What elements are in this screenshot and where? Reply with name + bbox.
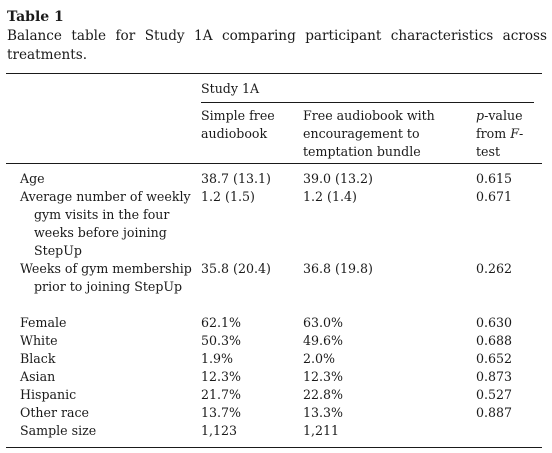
- cell-simple-free-audiobook-text: 21.7%: [201, 387, 241, 402]
- cell-simple-free-audiobook-text: 38.7 (13.1): [201, 171, 271, 186]
- row-label: Black: [20, 350, 195, 368]
- cell-p-value-text: 0.873: [476, 369, 512, 384]
- cell-encouragement-text: 49.6%: [303, 333, 343, 348]
- cell-p-value: 0.873: [476, 368, 536, 386]
- cell-p-value-text: 0.671: [476, 189, 512, 204]
- row-label: Age: [20, 170, 195, 188]
- cell-simple-free-audiobook-text: 13.7%: [201, 405, 241, 420]
- column-header-p-value: p-value from F-test: [476, 107, 534, 161]
- cell-p-value: 0.887: [476, 404, 536, 422]
- cell-p-value-text: 0.527: [476, 387, 512, 402]
- row-label: Female: [20, 314, 195, 332]
- cell-p-value: 0.671: [476, 188, 536, 206]
- cell-p-value: 0.527: [476, 386, 536, 404]
- cell-p-value-text: 0.652: [476, 351, 512, 366]
- cell-simple-free-audiobook: 35.8 (20.4): [201, 260, 301, 278]
- row-label: Sample size: [20, 422, 195, 440]
- cell-p-value: 0.652: [476, 350, 536, 368]
- row-label-text: Hispanic: [20, 386, 195, 404]
- row-label-text: Weeks of gym membership prior to joining…: [20, 260, 195, 296]
- cell-encouragement-text: 36.8 (19.8): [303, 261, 373, 276]
- cell-encouragement-text: 13.3%: [303, 405, 343, 420]
- study-header-label: Study 1A: [201, 81, 259, 96]
- cell-encouragement-text: 1,211: [303, 423, 339, 438]
- row-label-text: Black: [20, 350, 195, 368]
- cell-encouragement: 22.8%: [303, 386, 473, 404]
- cell-simple-free-audiobook: 1.2 (1.5): [201, 188, 301, 206]
- cell-simple-free-audiobook-text: 1.9%: [201, 351, 233, 366]
- cell-encouragement: 13.3%: [303, 404, 473, 422]
- cell-encouragement-text: 2.0%: [303, 351, 335, 366]
- cell-encouragement: 63.0%: [303, 314, 473, 332]
- cell-encouragement-text: 63.0%: [303, 315, 343, 330]
- cell-p-value: 0.630: [476, 314, 536, 332]
- cell-encouragement: 1.2 (1.4): [303, 188, 473, 206]
- row-label-text: Average number of weekly gym visits in t…: [20, 188, 195, 260]
- cell-p-value: 0.615: [476, 170, 536, 188]
- row-label: Hispanic: [20, 386, 195, 404]
- row-label: Average number of weekly gym visits in t…: [20, 188, 195, 260]
- cell-encouragement: 39.0 (13.2): [303, 170, 473, 188]
- p-italic: p: [476, 108, 484, 123]
- row-label-text: Other race: [20, 404, 195, 422]
- cell-encouragement-text: 39.0 (13.2): [303, 171, 373, 186]
- cell-encouragement-text: 12.3%: [303, 369, 343, 384]
- row-label-text: Female: [20, 314, 195, 332]
- row-label: Weeks of gym membership prior to joining…: [20, 260, 195, 296]
- f-italic: F: [510, 126, 519, 141]
- row-label-text: Sample size: [20, 422, 195, 440]
- cell-encouragement: 12.3%: [303, 368, 473, 386]
- cell-simple-free-audiobook-text: 1.2 (1.5): [201, 189, 255, 204]
- table-label: Table 1: [7, 8, 546, 26]
- cell-encouragement: 36.8 (19.8): [303, 260, 473, 278]
- cell-simple-free-audiobook: 1.9%: [201, 350, 301, 368]
- cell-simple-free-audiobook: 62.1%: [201, 314, 301, 332]
- column-header-simple-free-audiobook: Simple free audiobook: [201, 107, 301, 143]
- cell-simple-free-audiobook: 38.7 (13.1): [201, 170, 301, 188]
- cell-encouragement: 49.6%: [303, 332, 473, 350]
- cell-simple-free-audiobook-text: 35.8 (20.4): [201, 261, 271, 276]
- cell-simple-free-audiobook-text: 50.3%: [201, 333, 241, 348]
- row-label: Asian: [20, 368, 195, 386]
- row-label-text: Asian: [20, 368, 195, 386]
- cell-simple-free-audiobook: 21.7%: [201, 386, 301, 404]
- row-label: White: [20, 332, 195, 350]
- cell-p-value-text: 0.630: [476, 315, 512, 330]
- cell-simple-free-audiobook: 1,123: [201, 422, 301, 440]
- cell-encouragement-text: 22.8%: [303, 387, 343, 402]
- cell-p-value-text: 0.615: [476, 171, 512, 186]
- cell-encouragement: 2.0%: [303, 350, 473, 368]
- cell-simple-free-audiobook: 13.7%: [201, 404, 301, 422]
- row-label: Other race: [20, 404, 195, 422]
- table-caption: Balance table for Study 1A comparing par…: [7, 27, 547, 65]
- row-label-text: White: [20, 332, 195, 350]
- column-header-encouragement: Free audiobook with encouragement to tem…: [303, 107, 453, 161]
- cell-simple-free-audiobook-text: 1,123: [201, 423, 237, 438]
- table-top-rule: [6, 73, 542, 74]
- row-label-text: Age: [20, 170, 195, 188]
- cell-encouragement-text: 1.2 (1.4): [303, 189, 357, 204]
- cell-simple-free-audiobook-text: 62.1%: [201, 315, 241, 330]
- cell-p-value-text: 0.887: [476, 405, 512, 420]
- header-rule: [6, 163, 542, 164]
- cell-p-value-text: 0.262: [476, 261, 512, 276]
- cell-p-value: 0.688: [476, 332, 536, 350]
- cell-p-value: 0.262: [476, 260, 536, 278]
- table-bottom-rule: [6, 447, 542, 448]
- cell-p-value-text: 0.688: [476, 333, 512, 348]
- cell-simple-free-audiobook: 50.3%: [201, 332, 301, 350]
- cell-simple-free-audiobook: 12.3%: [201, 368, 301, 386]
- study-header: Study 1A: [201, 80, 534, 103]
- cell-encouragement: 1,211: [303, 422, 473, 440]
- cell-simple-free-audiobook-text: 12.3%: [201, 369, 241, 384]
